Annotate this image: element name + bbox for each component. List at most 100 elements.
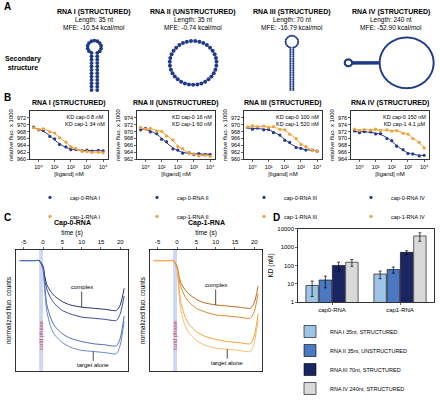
svg-text:974: 974 bbox=[124, 115, 133, 121]
svg-text:10¹: 10¹ bbox=[372, 164, 380, 170]
svg-text:MFE: -52.90 kcal/mol: MFE: -52.90 kcal/mol bbox=[360, 24, 422, 31]
svg-text:Cap-1-RNA: Cap-1-RNA bbox=[188, 219, 225, 227]
svg-text:964: 964 bbox=[17, 142, 26, 148]
svg-text:968: 968 bbox=[231, 129, 240, 135]
svg-text:10³: 10³ bbox=[190, 164, 198, 170]
svg-text:972: 972 bbox=[124, 122, 133, 128]
svg-text:10³: 10³ bbox=[404, 164, 412, 170]
svg-text:962: 962 bbox=[231, 149, 240, 155]
svg-text:RNA III (STRUCTURED): RNA III (STRUCTURED) bbox=[253, 8, 331, 16]
svg-text:cap-0-RNA III: cap-0-RNA III bbox=[284, 195, 317, 201]
svg-text:cap0-RNA: cap0-RNA bbox=[318, 307, 346, 313]
svg-text:966: 966 bbox=[338, 149, 347, 155]
svg-text:0: 0 bbox=[175, 239, 179, 245]
svg-text:RNA II (UNSTRUCTURED): RNA II (UNSTRUCTURED) bbox=[150, 8, 236, 16]
svg-text:Cap-0-RNA: Cap-0-RNA bbox=[54, 219, 91, 227]
svg-text:5: 5 bbox=[195, 239, 199, 245]
svg-text:MFE: -0.74 kcal/mol: MFE: -0.74 kcal/mol bbox=[164, 24, 222, 31]
svg-text:RNA I 35nt, STRUCTURED: RNA I 35nt, STRUCTURED bbox=[330, 329, 398, 335]
svg-text:966: 966 bbox=[231, 135, 240, 141]
svg-text:10⁰: 10⁰ bbox=[355, 164, 364, 170]
svg-text:960: 960 bbox=[231, 156, 240, 162]
svg-text:Length: 35 nt: Length: 35 nt bbox=[174, 16, 212, 24]
svg-text:976: 976 bbox=[338, 115, 347, 121]
svg-text:RNA II 35nt, UNSTRUCTURED: RNA II 35nt, UNSTRUCTURED bbox=[330, 348, 407, 354]
svg-text:968: 968 bbox=[124, 135, 133, 141]
svg-text:972: 972 bbox=[338, 129, 347, 135]
svg-text:10: 10 bbox=[287, 281, 294, 287]
svg-text:time (s): time (s) bbox=[195, 229, 217, 237]
svg-text:cap-1-RNA III: cap-1-RNA III bbox=[284, 214, 317, 220]
svg-text:970: 970 bbox=[124, 129, 133, 135]
svg-text:RNA III (STRUCTURED): RNA III (STRUCTURED) bbox=[244, 99, 322, 107]
svg-text:Length: 70 nt: Length: 70 nt bbox=[273, 16, 311, 24]
svg-text:cap-1-RNA IV: cap-1-RNA IV bbox=[391, 214, 425, 220]
svg-text:RNA III 70nt, STRUCTURED: RNA III 70nt, STRUCTURED bbox=[330, 367, 401, 373]
svg-text:-5: -5 bbox=[155, 239, 161, 245]
svg-text:Secondarystructure: Secondarystructure bbox=[5, 55, 41, 71]
svg-text:10¹: 10¹ bbox=[265, 164, 273, 170]
svg-text:MFE: -10.54 kcal/mol: MFE: -10.54 kcal/mol bbox=[63, 24, 125, 31]
svg-text:10²: 10² bbox=[281, 164, 289, 170]
svg-text:Length: 240 nt: Length: 240 nt bbox=[370, 16, 412, 24]
svg-text:KD cap-0 150 nMKD cap-1 4.1 µM: KD cap-0 150 nMKD cap-1 4.1 µM bbox=[383, 114, 426, 127]
svg-text:968: 968 bbox=[17, 129, 26, 135]
svg-text:964: 964 bbox=[124, 149, 133, 155]
svg-text:10⁰: 10⁰ bbox=[248, 164, 257, 170]
svg-text:10⁴: 10⁴ bbox=[206, 164, 215, 170]
svg-text:KD cap-0 100 nMKD cap-1 520 nM: KD cap-0 100 nMKD cap-1 520 nM bbox=[276, 114, 319, 127]
svg-text:complex: complex bbox=[205, 282, 227, 288]
svg-text:relative fluo. x 1000: relative fluo. x 1000 bbox=[8, 108, 14, 161]
svg-text:cold phase: cold phase bbox=[172, 320, 178, 350]
svg-text:[ligand] nM: [ligand] nM bbox=[375, 171, 404, 177]
svg-text:960: 960 bbox=[17, 156, 26, 162]
svg-text:10¹: 10¹ bbox=[51, 164, 59, 170]
svg-text:974: 974 bbox=[338, 122, 347, 128]
svg-text:10⁰: 10⁰ bbox=[141, 164, 150, 170]
svg-text:10⁴: 10⁴ bbox=[313, 164, 322, 170]
svg-text:RNA I (STRUCTURED): RNA I (STRUCTURED) bbox=[57, 8, 131, 16]
svg-text:970: 970 bbox=[338, 135, 347, 141]
svg-text:B: B bbox=[4, 92, 11, 103]
svg-text:relative fluo. x 1000: relative fluo. x 1000 bbox=[115, 108, 121, 161]
svg-text:D: D bbox=[273, 212, 280, 223]
svg-text:964: 964 bbox=[338, 156, 347, 162]
svg-text:A: A bbox=[4, 1, 11, 12]
svg-text:1: 1 bbox=[291, 299, 295, 305]
svg-text:10²: 10² bbox=[388, 164, 396, 170]
svg-text:10: 10 bbox=[212, 239, 219, 245]
svg-text:RNA IV (STRUCTURED): RNA IV (STRUCTURED) bbox=[351, 99, 429, 107]
svg-text:complex: complex bbox=[71, 284, 93, 290]
svg-text:KD (nM): KD (nM) bbox=[267, 253, 275, 277]
svg-text:cap-0-RNA II: cap-0-RNA II bbox=[177, 195, 209, 201]
svg-text:962: 962 bbox=[17, 149, 26, 155]
svg-text:10: 10 bbox=[78, 239, 85, 245]
svg-text:relative fluo. x 1000: relative fluo. x 1000 bbox=[329, 108, 335, 161]
svg-text:20: 20 bbox=[117, 239, 124, 245]
svg-text:MFE: -16.79 kcal/mol: MFE: -16.79 kcal/mol bbox=[261, 24, 323, 31]
svg-text:5: 5 bbox=[61, 239, 65, 245]
svg-text:target alone: target alone bbox=[77, 362, 109, 368]
svg-text:100: 100 bbox=[284, 263, 295, 269]
svg-text:[ligand] nM: [ligand] nM bbox=[268, 171, 297, 177]
svg-text:10⁰: 10⁰ bbox=[34, 164, 43, 170]
svg-text:10¹: 10¹ bbox=[158, 164, 166, 170]
svg-text:0: 0 bbox=[41, 239, 45, 245]
svg-text:KD cap-0 16 nMKD cap-1 60 nM: KD cap-0 16 nMKD cap-1 60 nM bbox=[172, 114, 212, 127]
svg-text:target alone: target alone bbox=[211, 360, 243, 366]
svg-text:cold phase: cold phase bbox=[38, 320, 44, 350]
svg-text:cap-1-RNA II: cap-1-RNA II bbox=[177, 214, 209, 220]
svg-text:KD cap-0 8 nMKD cap-1 34 nM: KD cap-0 8 nMKD cap-1 34 nM bbox=[65, 114, 105, 127]
svg-text:972: 972 bbox=[17, 115, 26, 121]
svg-text:RNA IV 240nt, STRUCTURED: RNA IV 240nt, STRUCTURED bbox=[330, 386, 404, 392]
svg-text:cap-0-RNA IV: cap-0-RNA IV bbox=[391, 195, 425, 201]
svg-text:RNA IV (STRUCTURED): RNA IV (STRUCTURED) bbox=[352, 8, 430, 16]
svg-text:cap-1-RNA I: cap-1-RNA I bbox=[70, 214, 100, 220]
svg-text:10⁴: 10⁴ bbox=[420, 164, 429, 170]
svg-text:normalized fluo. counts: normalized fluo. counts bbox=[139, 276, 146, 344]
svg-text:968: 968 bbox=[338, 142, 347, 148]
svg-text:1000: 1000 bbox=[281, 244, 295, 250]
svg-text:10000: 10000 bbox=[277, 226, 294, 232]
svg-text:970: 970 bbox=[17, 122, 26, 128]
svg-text:966: 966 bbox=[124, 142, 133, 148]
